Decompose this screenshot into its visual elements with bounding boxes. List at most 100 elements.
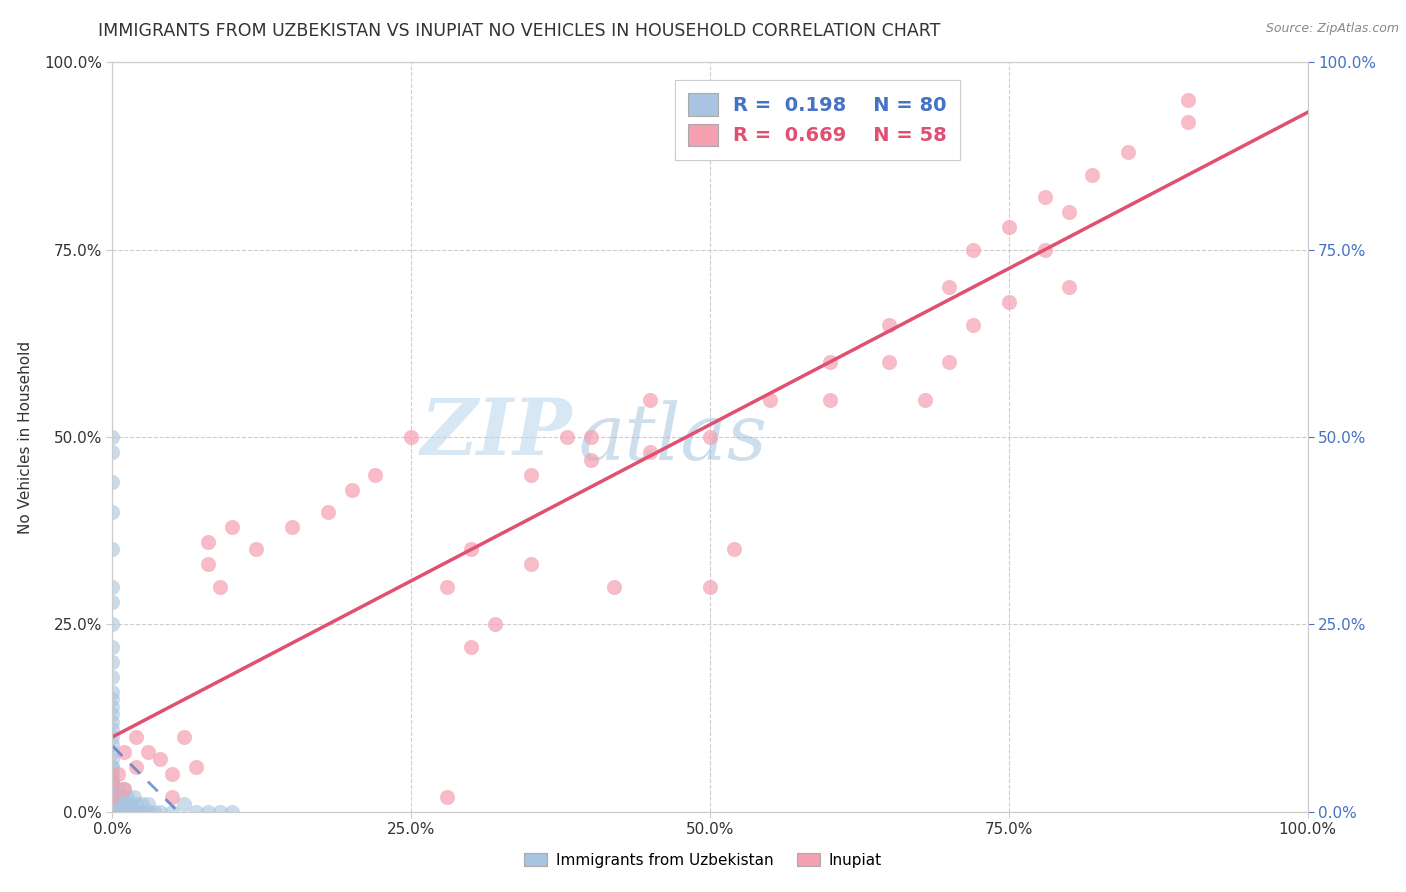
Point: [111, 797, 134, 812]
Point: [699, 430, 721, 444]
Point: [101, 789, 124, 804]
Point: [101, 805, 124, 819]
Point: [101, 505, 124, 519]
Point: [101, 752, 124, 766]
Point: [555, 430, 578, 444]
Point: [186, 760, 208, 774]
Point: [138, 797, 160, 812]
Point: [107, 767, 129, 781]
Point: [998, 295, 1021, 310]
Point: [138, 805, 160, 819]
Point: [101, 805, 124, 819]
Point: [115, 789, 138, 804]
Text: Source: ZipAtlas.com: Source: ZipAtlas.com: [1265, 22, 1399, 36]
Point: [101, 595, 124, 609]
Point: [197, 535, 219, 549]
Point: [125, 730, 148, 744]
Y-axis label: No Vehicles in Household: No Vehicles in Household: [18, 341, 32, 533]
Point: [316, 505, 339, 519]
Point: [114, 782, 135, 797]
Point: [879, 355, 901, 369]
Point: [101, 730, 124, 744]
Point: [962, 243, 984, 257]
Point: [914, 392, 936, 407]
Point: [101, 789, 124, 804]
Point: [162, 767, 183, 781]
Point: [998, 220, 1021, 235]
Point: [101, 805, 124, 819]
Point: [101, 760, 124, 774]
Point: [125, 797, 148, 812]
Point: [520, 467, 543, 482]
Point: [197, 805, 219, 819]
Point: [101, 670, 124, 684]
Point: [122, 789, 145, 804]
Point: [101, 774, 124, 789]
Point: [114, 745, 135, 759]
Point: [101, 782, 124, 797]
Point: [879, 318, 901, 332]
Point: [173, 797, 195, 812]
Point: [101, 805, 124, 819]
Point: [101, 797, 124, 812]
Point: [122, 805, 145, 819]
Point: [101, 789, 124, 804]
Point: [938, 355, 960, 369]
Point: [221, 520, 243, 534]
Point: [101, 805, 124, 819]
Point: [115, 805, 138, 819]
Point: [101, 723, 124, 737]
Point: [938, 280, 960, 294]
Text: IMMIGRANTS FROM UZBEKISTAN VS INUPIAT NO VEHICLES IN HOUSEHOLD CORRELATION CHART: IMMIGRANTS FROM UZBEKISTAN VS INUPIAT NO…: [98, 22, 941, 40]
Point: [101, 805, 124, 819]
Point: [107, 805, 129, 819]
Point: [1057, 280, 1080, 294]
Point: [131, 797, 153, 812]
Point: [460, 640, 482, 654]
Point: [101, 805, 124, 819]
Text: atlas: atlas: [579, 401, 768, 476]
Point: [1177, 93, 1199, 107]
Point: [143, 805, 166, 819]
Point: [436, 580, 458, 594]
Legend: R =  0.198    N = 80, R =  0.669    N = 58: R = 0.198 N = 80, R = 0.669 N = 58: [675, 79, 960, 160]
Point: [162, 789, 183, 804]
Point: [101, 797, 124, 812]
Point: [186, 805, 208, 819]
Point: [818, 392, 841, 407]
Point: [699, 580, 721, 594]
Point: [101, 774, 124, 789]
Point: [101, 475, 124, 489]
Point: [111, 789, 134, 804]
Point: [101, 782, 124, 797]
Point: [101, 617, 124, 632]
Point: [101, 760, 124, 774]
Point: [484, 617, 506, 632]
Point: [245, 542, 267, 557]
Point: [101, 580, 124, 594]
Text: ZIP: ZIP: [420, 395, 572, 472]
Point: [603, 580, 626, 594]
Point: [723, 542, 745, 557]
Point: [197, 558, 219, 572]
Point: [460, 542, 482, 557]
Point: [281, 520, 304, 534]
Point: [101, 767, 124, 781]
Point: [114, 797, 135, 812]
Point: [149, 805, 172, 819]
Point: [101, 640, 124, 654]
Point: [101, 797, 124, 812]
Point: [138, 745, 160, 759]
Point: [120, 797, 142, 812]
Point: [101, 745, 124, 759]
Point: [759, 392, 782, 407]
Point: [101, 797, 124, 812]
Point: [101, 737, 124, 751]
Point: [101, 767, 124, 781]
Legend: Immigrants from Uzbekistan, Inupiat: Immigrants from Uzbekistan, Inupiat: [516, 845, 890, 875]
Point: [818, 355, 841, 369]
Point: [101, 797, 124, 812]
Point: [640, 392, 662, 407]
Point: [101, 805, 124, 819]
Point: [209, 805, 232, 819]
